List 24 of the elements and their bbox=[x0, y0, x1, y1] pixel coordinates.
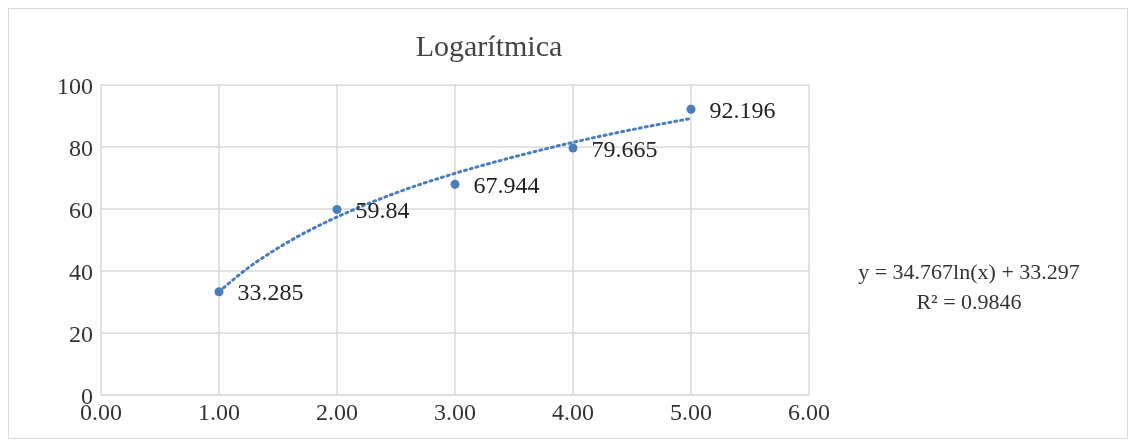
x-tick-label: 1.00 bbox=[198, 399, 240, 426]
data-label: 92.196 bbox=[709, 96, 776, 123]
point bbox=[450, 179, 460, 189]
point bbox=[686, 104, 696, 114]
y-tick-label: 40 bbox=[69, 258, 93, 285]
y-tick-label: 60 bbox=[69, 196, 93, 223]
x-tick-label: 2.00 bbox=[316, 399, 358, 426]
point bbox=[214, 287, 224, 297]
data-label: 79.665 bbox=[591, 135, 658, 162]
text: y = 34.767ln(x) + 33.297 bbox=[857, 258, 1081, 286]
data-label: 67.944 bbox=[473, 171, 540, 198]
chart-title: Logarítmica bbox=[414, 29, 564, 63]
x-tick-label: 3.00 bbox=[434, 399, 476, 426]
x-tick-label: 4.00 bbox=[552, 399, 594, 426]
data-label: 33.285 bbox=[237, 279, 304, 306]
y-tick-label: 20 bbox=[69, 320, 93, 347]
x-tick-label: 6.00 bbox=[788, 399, 830, 426]
data-label: 59.84 bbox=[355, 197, 410, 224]
point bbox=[332, 204, 342, 214]
y-tick-label: 100 bbox=[57, 72, 93, 99]
x-tick-label: 5.00 bbox=[670, 399, 712, 426]
point bbox=[568, 143, 578, 153]
y-tick-label: 80 bbox=[69, 134, 93, 161]
text: R² = 0.9846 bbox=[915, 288, 1023, 316]
